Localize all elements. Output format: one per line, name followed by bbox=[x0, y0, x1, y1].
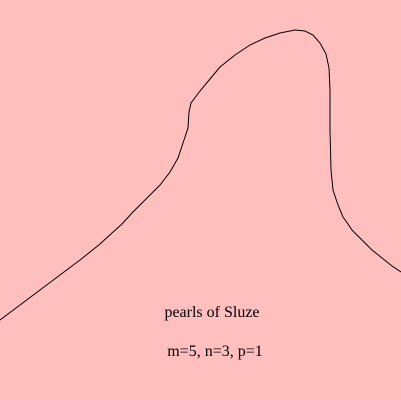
curve bbox=[0, 29, 401, 321]
caption-title: pearls of Sluze bbox=[164, 304, 259, 321]
caption-parameters: m=5, n=3, p=1 bbox=[167, 343, 263, 360]
